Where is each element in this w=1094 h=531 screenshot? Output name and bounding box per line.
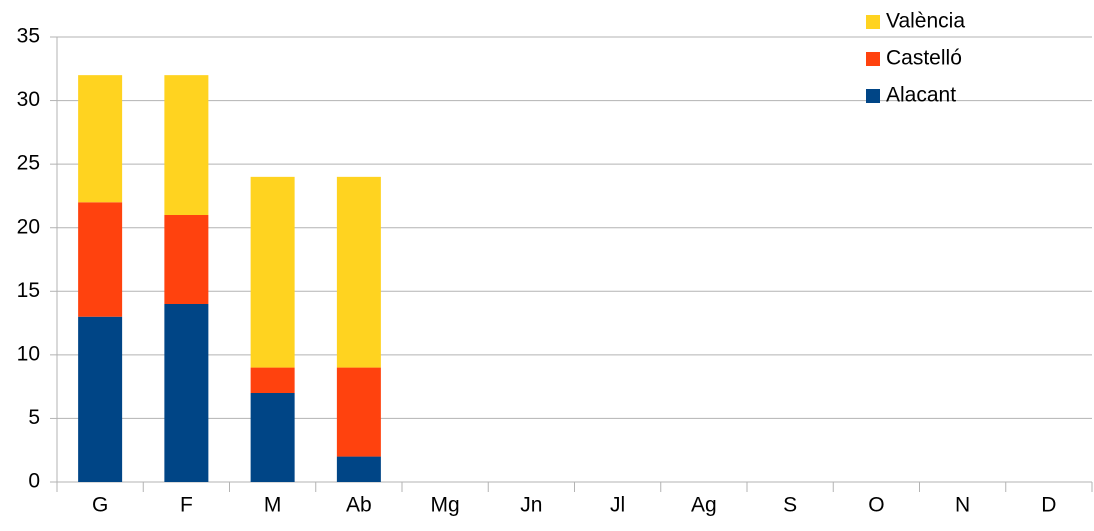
bar-segment	[336, 176, 381, 368]
y-tick-label: 10	[17, 342, 40, 365]
bar-segment	[164, 215, 209, 304]
bar-segment	[164, 75, 209, 216]
legend-label: Alacant	[886, 84, 956, 107]
x-tick-label: Jn	[520, 494, 542, 517]
y-tick-label: 15	[17, 279, 40, 302]
y-tick-label: 25	[17, 152, 40, 175]
bar-segment	[250, 367, 295, 393]
x-tick-label: S	[783, 494, 797, 517]
bar-segment	[250, 176, 295, 368]
x-tick-label: D	[1041, 494, 1056, 517]
bar-segment	[250, 393, 295, 482]
y-tick-label: 30	[17, 88, 40, 111]
bar-segment	[78, 316, 123, 482]
x-tick-label: G	[92, 494, 108, 517]
legend-label: València	[886, 10, 965, 33]
legend-swatch	[866, 15, 880, 29]
y-tick-label: 5	[28, 406, 40, 429]
x-tick-label: Ab	[346, 494, 372, 517]
x-tick-label: Mg	[431, 494, 460, 517]
bar-segment	[336, 367, 381, 457]
legend-swatch	[866, 52, 880, 66]
x-tick-label: F	[180, 494, 193, 517]
legend-swatch	[866, 89, 880, 103]
y-tick-label: 20	[17, 215, 40, 238]
x-tick-label: N	[955, 494, 970, 517]
x-tick-label: M	[264, 494, 282, 517]
bar-segment	[336, 456, 381, 482]
bar-segment	[164, 304, 209, 482]
x-tick-label: Jl	[610, 494, 625, 517]
x-tick-label: Ag	[691, 494, 717, 517]
bar-segment	[78, 202, 123, 317]
legend-label: Castelló	[886, 47, 962, 70]
y-tick-label: 35	[17, 25, 40, 48]
y-tick-label: 0	[28, 470, 40, 493]
x-tick-label: O	[868, 494, 884, 517]
bar-segment	[78, 75, 123, 203]
